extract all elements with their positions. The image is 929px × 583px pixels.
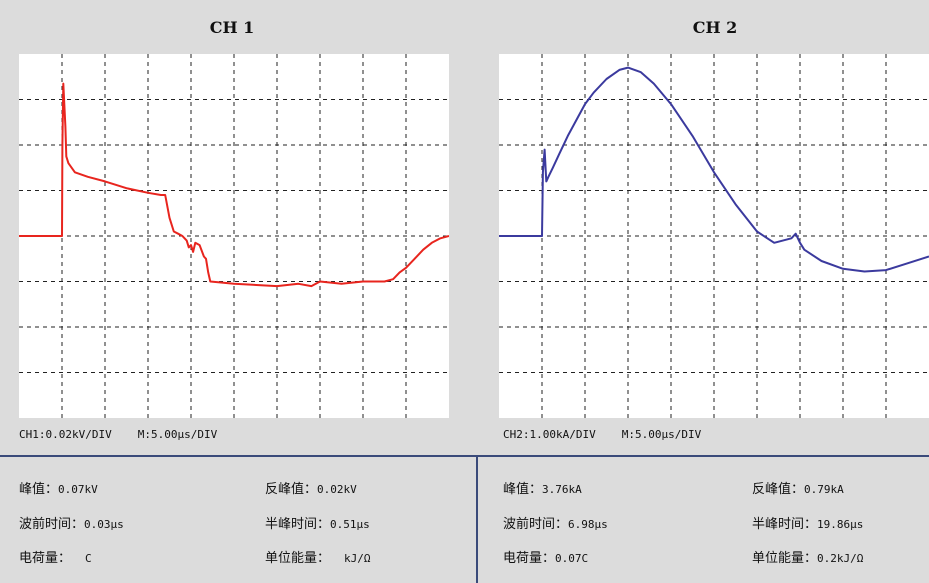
ch2-time-per-div: M:5.00μs/DIV (621, 428, 702, 441)
ch1-half-peak-time-value: 0.51μs (330, 518, 370, 531)
ch2-title: CH 2 (692, 18, 738, 37)
ch2-half-peak-time-value: 19.86μs (817, 518, 864, 531)
ch1-front-time: 波前时间：0.03μs (19, 513, 124, 532)
ch1-scale-readout: CH1:0.02kV/DIV M:5.00μs/DIV (19, 428, 243, 441)
ch2-charge-label: 电荷量： (503, 551, 556, 566)
ch2-unit-energy-label: 单位能量： (752, 551, 818, 566)
ch1-time-per-div: M:5.00μs/DIV (137, 428, 218, 441)
ch1-half-peak-time-label: 半峰时间： (265, 517, 331, 532)
ch2-reverse-peak-value: 0.79kA (804, 483, 844, 496)
ch2-amps-per-div: CH2:1.00kA/DIV (503, 428, 596, 441)
ch1-waveform (19, 82, 449, 288)
ch1-reverse-peak-label: 反峰值： (265, 482, 318, 497)
ch1-peak-value: 0.07kV (58, 483, 98, 496)
panel-divider-horizontal (0, 455, 929, 457)
panel-divider-vertical (476, 455, 478, 583)
ch1-front-time-value: 0.03μs (84, 518, 124, 531)
ch2-peak-label: 峰值： (503, 482, 543, 497)
ch2-half-peak-time-label: 半峰时间： (752, 517, 818, 532)
ch2-peak-value: 3.76kA (542, 483, 582, 496)
ch2-front-time-label: 波前时间： (503, 517, 569, 532)
ch1-reverse-peak-value: 0.02kV (317, 483, 357, 496)
ch2-charge: 电荷量：0.07C (503, 547, 588, 566)
ch2-half-peak-time: 半峰时间：19.86μs (752, 513, 863, 532)
ch1-volts-per-div: CH1:0.02kV/DIV (19, 428, 112, 441)
ch2-unit-energy: 单位能量：0.2kJ/Ω (752, 547, 863, 566)
ch2-unit-energy-value: 0.2kJ/Ω (817, 552, 864, 565)
ch1-reverse-peak: 反峰值：0.02kV (265, 478, 357, 497)
ch1-charge-value: C (85, 552, 92, 565)
ch2-front-time: 波前时间：6.98μs (503, 513, 608, 532)
ch1-peak: 峰值：0.07kV (19, 478, 98, 497)
ch1-half-peak-time: 半峰时间：0.51μs (265, 513, 370, 532)
ch2-waveform (499, 66, 929, 273)
ch1-unit-energy-value: kJ/Ω (344, 552, 371, 565)
ch2-plot (499, 54, 929, 418)
ch2-peak: 峰值：3.76kA (503, 478, 582, 497)
ch2-front-time-value: 6.98μs (568, 518, 608, 531)
ch1-plot (19, 54, 449, 418)
ch2-reverse-peak: 反峰值：0.79kA (752, 478, 844, 497)
ch2-scale-readout: CH2:1.00kA/DIV M:5.00μs/DIV (503, 428, 727, 441)
ch2-charge-value: 0.07C (555, 552, 589, 565)
ch1-unit-energy-label: 单位能量： (265, 551, 331, 566)
ch1-peak-label: 峰值： (19, 482, 59, 497)
ch1-charge-label: 电荷量： (19, 551, 72, 566)
ch1-title: CH 1 (209, 18, 255, 37)
ch1-charge: 电荷量： C (19, 547, 92, 566)
ch1-unit-energy: 单位能量： kJ/Ω (265, 547, 371, 566)
ch1-front-time-label: 波前时间： (19, 517, 85, 532)
ch2-reverse-peak-label: 反峰值： (752, 482, 805, 497)
